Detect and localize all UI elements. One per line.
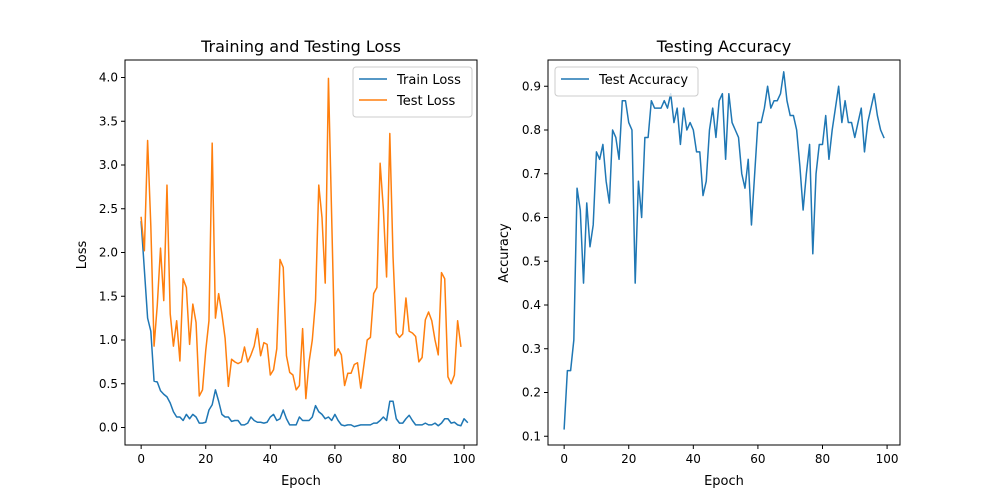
x-tick-label: 60 (750, 452, 765, 466)
y-tick-label: 0.8 (522, 123, 541, 137)
x-tick-label: 40 (686, 452, 701, 466)
loss-chart-title: Training and Testing Loss (200, 37, 401, 56)
accuracy-chart-lines (563, 71, 885, 430)
x-tick-label: 80 (815, 452, 830, 466)
x-tick-label: 100 (453, 452, 476, 466)
loss-chart-frame (124, 59, 478, 446)
x-tick-label: 100 (876, 452, 899, 466)
y-tick-label: 0.7 (522, 167, 541, 181)
y-tick-label: 0.2 (522, 386, 541, 400)
y-tick-label: 0.3 (522, 342, 541, 356)
accuracy-chart-ylabel: Accuracy (497, 223, 512, 283)
y-tick-label: 0.4 (522, 298, 541, 312)
x-tick-label: 0 (560, 452, 568, 466)
y-tick-label: 0.5 (522, 254, 541, 268)
y-tick-label: 1.0 (99, 333, 118, 347)
x-tick-label: 0 (137, 452, 145, 466)
y-tick-label: 1.5 (99, 289, 118, 303)
x-tick-label: 40 (263, 452, 278, 466)
series-line-test-loss (140, 77, 462, 400)
y-tick-label: 3.0 (99, 158, 118, 172)
legend-label: Test Accuracy (598, 73, 688, 88)
y-tick-label: 2.5 (99, 202, 118, 216)
loss-chart-ticks: 0 20 40 60 80 100 0.0 0.5 1.0 1.5 2.0 2.5 3.0 3.5 4.0 (99, 71, 476, 467)
x-tick-label: 20 (198, 452, 213, 466)
loss-chart: Training and Testing Loss Epoch Loss 0 20… (75, 37, 478, 489)
x-tick-label: 60 (327, 452, 342, 466)
accuracy-chart-xlabel: Epoch (704, 474, 744, 489)
y-tick-label: 0.5 (99, 377, 118, 391)
y-tick-label: 0.6 (522, 211, 541, 225)
y-tick-label: 3.5 (99, 114, 118, 128)
y-tick-label: 4.0 (99, 71, 118, 85)
accuracy-chart-title: Testing Accuracy (656, 37, 791, 56)
x-tick-label: 20 (621, 452, 636, 466)
y-tick-label: 2.0 (99, 246, 118, 260)
y-tick-label: 0.9 (522, 79, 541, 93)
loss-chart-legend: Train Loss Test Loss (352, 66, 473, 118)
y-tick-label: 0.0 (99, 421, 118, 435)
legend-label: Test Loss (396, 94, 455, 109)
accuracy-chart-legend: Test Accuracy (554, 66, 699, 97)
y-tick-label: 0.1 (522, 429, 541, 443)
loss-chart-xlabel: Epoch (281, 474, 321, 489)
accuracy-chart-frame (547, 59, 901, 446)
legend-box (554, 66, 699, 97)
x-tick-label: 80 (392, 452, 407, 466)
series-line-test-accuracy (563, 71, 885, 430)
accuracy-chart: Testing Accuracy Epoch Accuracy 0 20 40 60 8… (497, 37, 901, 489)
loss-chart-ylabel: Loss (75, 241, 90, 270)
accuracy-chart-ticks: 0 20 40 60 80 100 0.1 0.2 0.3 0.4 0.5 0.6 0.7 0.8 0.9 (522, 79, 899, 466)
loss-chart-lines (140, 77, 469, 428)
legend-label: Train Loss (396, 73, 461, 88)
series-line-train-loss (140, 221, 469, 428)
